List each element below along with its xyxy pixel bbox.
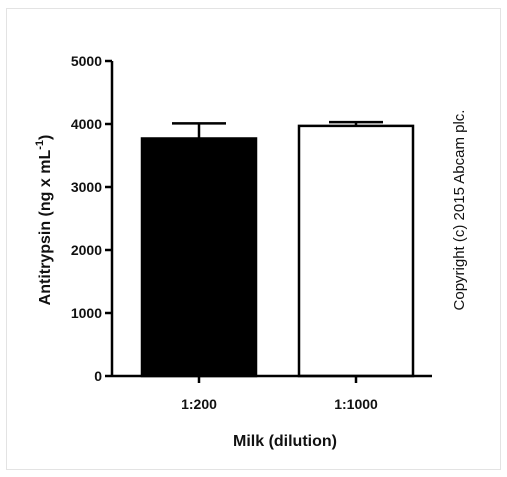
y-axis-title: Antitrypsin (ng x mL-1) — [34, 135, 54, 306]
y-tick-label-1000: 1000 — [71, 305, 102, 321]
y-axis-ticks: 0 1000 2000 3000 4000 5000 — [71, 53, 112, 384]
y-tick-label-3000: 3000 — [71, 179, 102, 195]
error-bars-group — [172, 120, 383, 139]
bar-1:1000 — [297, 124, 415, 378]
x-tick-label-1:1000: 1:1000 — [334, 396, 378, 412]
figure-frame — [6, 8, 501, 470]
bar-1:200 — [140, 137, 258, 378]
y-tick-label-2000: 2000 — [71, 242, 102, 258]
y-tick-label-5000: 5000 — [71, 53, 102, 69]
bars-group — [140, 124, 415, 378]
x-axis-title: Milk (dilution) — [233, 433, 337, 450]
x-tick-label-1:200: 1:200 — [181, 396, 217, 412]
x-axis-ticks: 1:200 1:1000 — [181, 376, 378, 412]
y-axis-title-main: Antitrypsin (ng x mL — [37, 150, 54, 306]
copyright-watermark: Copyright (c) 2015 Abcam plc. — [451, 110, 468, 311]
y-tick-label-0: 0 — [94, 368, 102, 384]
y-tick-label-4000: 4000 — [71, 116, 102, 132]
y-axis-title-superscript: -1 — [34, 140, 46, 150]
y-axis-title-end: ) — [37, 135, 54, 140]
